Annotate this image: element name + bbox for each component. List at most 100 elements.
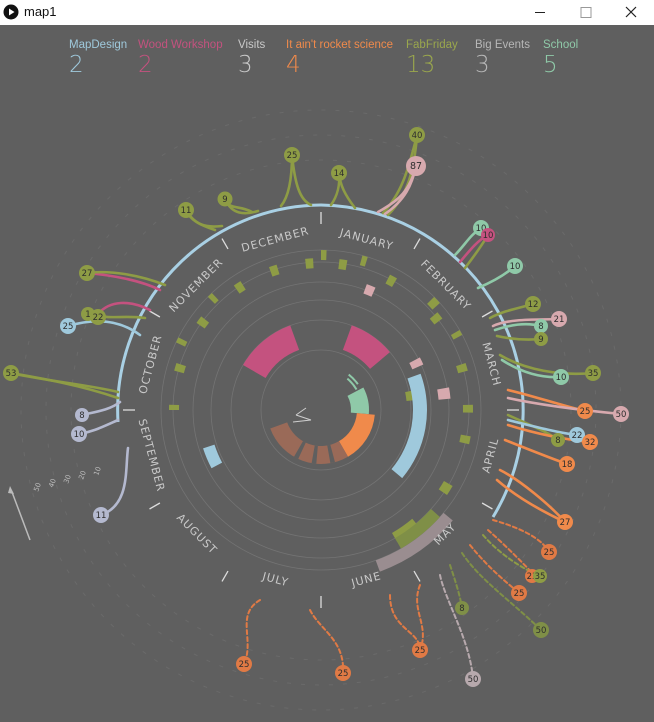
event-bubble[interactable]: 25 [577,403,593,419]
event-bubble[interactable]: 11 [178,202,194,218]
month-label-november: NOVEMBER [167,256,226,315]
mapdesign-arc [203,444,223,469]
bubble-label: 25 [580,407,591,417]
event-bubble[interactable]: 10 [507,258,523,274]
event-bubble[interactable]: 87 [406,156,426,176]
fabfriday-arc [196,316,210,329]
bubble-circle [553,369,569,385]
event-bubble[interactable]: 32 [582,434,598,450]
bubble-label: 22 [572,431,583,441]
event-bubble[interactable]: 11 [93,507,109,523]
event-bubble[interactable]: 25 [511,585,527,601]
bubble-circle [551,433,565,447]
visit-arc [437,387,451,400]
bubble-label: 18 [562,460,573,470]
fabfriday-arc [321,250,327,261]
bubble-circle [90,309,106,325]
event-bubble[interactable]: 22 [569,427,585,443]
legend-item-wood-workshop[interactable]: Wood Workshop 2 [138,39,223,78]
window-title: map1 [24,4,57,19]
bubble-circle [557,514,573,530]
event-bubble[interactable]: 18 [559,456,575,472]
close-icon[interactable] [608,0,654,25]
event-bubble[interactable]: 25 [412,642,428,658]
legend-item-mapdesign[interactable]: MapDesign 2 [69,39,127,78]
fabfriday-arc [427,296,440,310]
fabfriday-arc [456,363,468,374]
event-bubble[interactable]: 14 [331,165,347,181]
event-bubble[interactable]: 8 [534,319,548,333]
legend-count: 5 [543,52,558,78]
fabfriday-arc [385,274,397,288]
month-label-january: JANUARY [337,226,395,253]
event-arc [375,512,453,572]
event-bubble[interactable]: 35 [533,569,547,583]
legend-count: 2 [69,52,84,78]
guide-ring [210,299,432,521]
bubble-circle [534,332,548,346]
event-bubble[interactable]: 27 [557,514,573,530]
legend-item-visits[interactable]: Visits 3 [238,39,265,78]
legend-item-rocket-science[interactable]: It ain't rocket science 4 [286,39,393,78]
legend-item-fabfriday[interactable]: FabFriday 13 [406,39,458,78]
event-bubble[interactable]: 9 [217,191,233,207]
minimize-icon[interactable] [517,0,563,25]
guide-ring [192,281,450,539]
event-bubble[interactable]: 8 [75,408,89,422]
bubble-circle [3,365,19,381]
bubble-circle [613,406,629,422]
bubble-label: 21 [554,315,565,325]
event-bubble[interactable]: 25 [335,665,351,681]
bubble-circle [507,258,523,274]
legend-item-school[interactable]: School 5 [543,39,578,78]
maximize-icon[interactable] [563,0,609,25]
event-bubble[interactable]: 25 [60,318,76,334]
event-bubble[interactable]: 10 [71,426,87,442]
bubble-circle [236,656,252,672]
event-bubble[interactable]: 53 [3,365,19,381]
event-bubble[interactable]: 10 [553,369,569,385]
event-bubble[interactable]: 25 [284,147,300,163]
event-bubble[interactable]: 27 [79,265,95,281]
bubble-label: 25 [514,589,525,599]
event-bubble[interactable]: 10 [481,228,495,242]
bubble-label: 22 [93,313,104,323]
gap-arc [327,444,335,464]
bubble-label: 27 [560,518,571,528]
event-bubble[interactable]: 50 [613,406,629,422]
rocket-arc [270,422,348,465]
month-tick [413,238,421,250]
event-bubble[interactable]: 9 [534,332,548,346]
event-bubble[interactable]: 50 [465,671,481,687]
bubble-label: 27 [82,269,93,279]
event-bubble[interactable]: 22 [90,309,106,325]
event-bubble[interactable]: 8 [455,601,469,615]
fabfriday-arc [459,434,471,445]
fabfriday-arc [359,255,368,267]
event-bubble[interactable]: 40 [409,127,425,143]
bubble-circle [551,311,567,327]
bubble-circle [582,434,598,450]
needle [295,407,307,416]
month-label-march: MARCH [479,341,503,388]
fabfriday-arc [169,404,180,410]
event-bubble[interactable]: 35 [585,365,601,381]
fabfriday-arc [174,363,186,374]
bubble-circle [79,265,95,281]
inner-arc-bars [160,249,482,572]
background-guides [20,109,622,711]
legend-name: School [543,39,579,51]
event-bubble[interactable]: 8 [551,433,565,447]
bubble-circle [71,426,87,442]
bubble-label: 8 [538,322,543,332]
event-bubble[interactable]: 50 [533,622,549,638]
legend-count: 4 [286,52,301,78]
bubble-circle [481,228,495,242]
event-bubble[interactable]: 25 [541,544,557,560]
legend-item-big-events[interactable]: Big Events 3 [475,39,530,78]
event-bubble[interactable]: 21 [551,311,567,327]
event-bubble[interactable]: 25 [236,656,252,672]
guide-ring [70,159,572,661]
bubble-circle [534,319,548,333]
event-bubble[interactable]: 12 [525,296,541,312]
